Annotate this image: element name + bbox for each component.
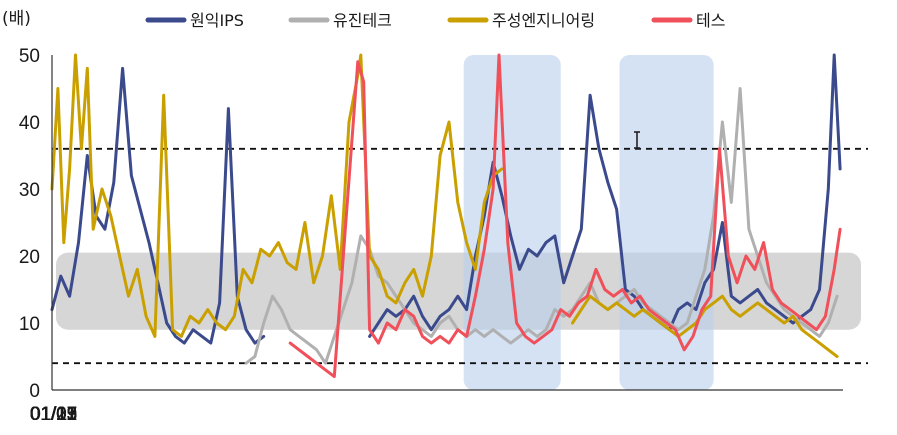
series-line-1-seg-2 [368, 53, 842, 338]
reference-lines [52, 147, 868, 365]
legend-label-4: 테스 [696, 11, 725, 30]
series-line-4-seg-1 [288, 53, 842, 379]
x-tick-label: 01/03 [30, 404, 78, 425]
legend: 원익IPS 유진테크 주성엔지니어링 테스 [145, 11, 725, 30]
x-tick-label: 01/19 [30, 404, 78, 425]
axis-layer: 0 10 20 30 40 50 01/0101/0301/0501/0701/0901/1… [19, 46, 843, 425]
y-axis-unit-label: (배) [2, 9, 31, 29]
x-tick-label: 01/01 [30, 404, 78, 425]
text-cursor-icon [634, 131, 640, 149]
y-tick-label: 40 [19, 113, 40, 134]
y-tick-label: 10 [19, 314, 40, 335]
shaded-period-2 [619, 55, 714, 390]
y-tick-label: 0 [29, 381, 40, 402]
x-tick-label: 01/17 [30, 404, 78, 425]
series-line-3-seg-2 [571, 294, 839, 358]
series-layer [50, 53, 842, 379]
legend-label-1: 원익IPS [190, 11, 244, 30]
series-line-3-seg-1 [50, 53, 504, 338]
x-tick-label: 01/15 [30, 404, 78, 425]
x-tick-label: 01/09 [30, 404, 78, 425]
shaded-period-1 [463, 55, 561, 390]
range-band [56, 252, 861, 330]
x-tick-label: 01/07 [30, 404, 78, 425]
series-line-2-seg-1 [244, 87, 839, 365]
legend-label-3: 주성엔지니어링 [492, 11, 595, 30]
y-tick-label: 20 [19, 247, 40, 268]
x-tick-label: 01/11 [30, 404, 76, 425]
y-tick-label: 50 [19, 46, 40, 67]
x-tick-label: 01/05 [30, 404, 78, 425]
background-layer [56, 55, 861, 390]
legend-label-2: 유진테크 [333, 11, 392, 30]
y-tick-label: 30 [19, 180, 40, 201]
x-tick-label: 01/23 [30, 404, 78, 425]
x-tick-label: 01/21 [30, 404, 78, 425]
x-tick-label: 01/13 [30, 404, 78, 425]
